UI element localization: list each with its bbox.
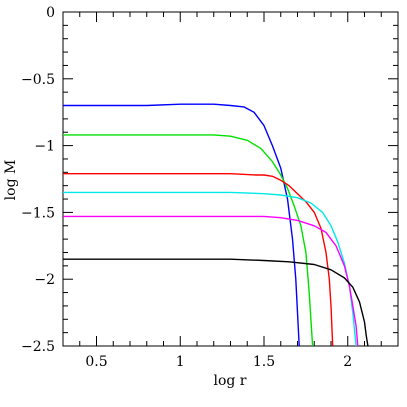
y-tick-label: 0: [46, 5, 55, 21]
tick-labels: 0.5 1 1.5 2 0 −0.5 −1 −1.5 −2 −2.5: [21, 5, 352, 370]
y-tick-label: −1: [34, 139, 55, 155]
x-axis-label: log r: [213, 373, 246, 389]
series-line-6: [63, 258, 369, 346]
series-line-5: [63, 215, 359, 346]
y-tick-label: −2.5: [21, 339, 55, 355]
ticks: [62, 11, 399, 347]
series-group: [63, 103, 369, 346]
series-line-2: [63, 134, 314, 346]
plot-frame: [62, 11, 399, 347]
series-line-4: [63, 191, 357, 346]
y-tick-label: −2: [34, 272, 55, 288]
x-tick-label: 2: [343, 354, 352, 370]
series-line-1: [63, 103, 300, 346]
x-tick-label: 1.5: [253, 354, 275, 370]
x-tick-label: 0.5: [85, 354, 107, 370]
x-tick-label: 1: [176, 354, 185, 370]
y-axis-label: log M: [3, 160, 19, 201]
series-line-3: [63, 173, 334, 346]
y-tick-label: −0.5: [21, 72, 55, 88]
y-tick-label: −1.5: [21, 205, 55, 221]
